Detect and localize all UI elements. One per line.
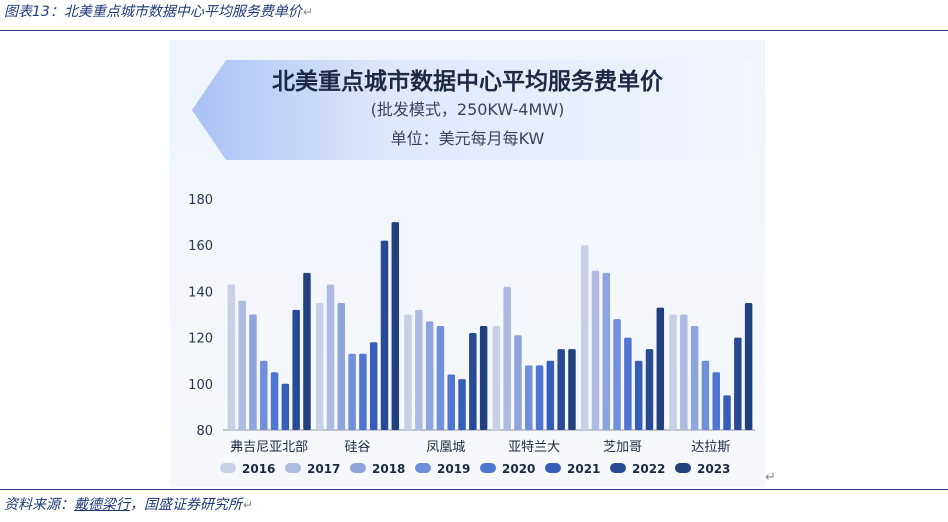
bar bbox=[359, 353, 367, 430]
legend-swatch bbox=[545, 463, 561, 473]
bar bbox=[645, 349, 654, 430]
bar bbox=[712, 372, 720, 430]
source-prefix: 资料来源： bbox=[4, 497, 74, 513]
legend-label: 2022 bbox=[632, 462, 665, 476]
bar bbox=[557, 349, 565, 430]
bar bbox=[591, 270, 600, 430]
bar bbox=[326, 284, 335, 430]
return-mark-panel: ↵ bbox=[765, 470, 776, 485]
legend-label: 2021 bbox=[567, 462, 600, 476]
legend-label: 2017 bbox=[307, 462, 340, 476]
y-tick-label: 120 bbox=[188, 332, 213, 347]
bar bbox=[690, 326, 699, 430]
legend-swatch bbox=[220, 463, 236, 473]
source-note: 资料来源：戴德梁行，国盛证券研究所↵ bbox=[4, 494, 253, 514]
bar bbox=[270, 372, 279, 430]
figure-caption: 图表13：北美重点城市数据中心平均服务费单价↵ bbox=[4, 1, 313, 21]
bar bbox=[249, 314, 257, 430]
legend-label: 2018 bbox=[372, 462, 405, 476]
bar bbox=[479, 326, 488, 430]
bottom-rule bbox=[0, 489, 948, 490]
bar bbox=[723, 395, 731, 430]
legend-swatch bbox=[610, 463, 626, 473]
bar bbox=[701, 360, 710, 430]
x-tick-label: 芝加哥 bbox=[603, 439, 642, 455]
bar bbox=[634, 360, 643, 430]
legend-label: 2019 bbox=[437, 462, 470, 476]
bar bbox=[525, 365, 533, 430]
bar bbox=[680, 314, 688, 430]
bar bbox=[281, 383, 290, 430]
figure-caption-text: 图表13：北美重点城市数据中心平均服务费单价 bbox=[4, 4, 302, 20]
legend-label: 2016 bbox=[242, 462, 275, 476]
y-tick-label: 160 bbox=[188, 239, 213, 254]
legend-label: 2023 bbox=[697, 462, 730, 476]
y-tick-label: 80 bbox=[196, 424, 213, 439]
bar bbox=[337, 302, 346, 430]
bar bbox=[404, 314, 412, 430]
bar bbox=[744, 302, 753, 430]
bar bbox=[238, 300, 246, 430]
source-link[interactable]: 戴德梁行 bbox=[74, 497, 130, 513]
bar bbox=[624, 337, 632, 430]
bar bbox=[380, 240, 389, 430]
bar bbox=[436, 326, 445, 430]
x-tick-label: 亚特兰大 bbox=[508, 440, 560, 455]
bar bbox=[734, 337, 742, 430]
title-banner bbox=[192, 60, 752, 160]
return-mark: ↵ bbox=[302, 5, 313, 19]
bar-chart: 80 100 120 140 160 180 弗吉尼亚北部 硅谷 凤凰城 亚特兰大 芝加哥 达拉斯 20… bbox=[188, 193, 755, 476]
bar bbox=[535, 365, 544, 430]
bar bbox=[369, 342, 378, 430]
bar bbox=[415, 309, 423, 430]
bar bbox=[568, 349, 576, 430]
bar bbox=[546, 360, 555, 430]
bar bbox=[447, 374, 455, 430]
chart-title: 北美重点城市数据中心平均服务费单价 bbox=[272, 69, 663, 95]
bar bbox=[602, 272, 611, 430]
bar bbox=[656, 307, 665, 430]
legend-label: 2020 bbox=[502, 462, 535, 476]
bar bbox=[292, 309, 300, 430]
legend-swatch bbox=[675, 463, 691, 473]
bar bbox=[492, 326, 501, 430]
legend-swatch bbox=[285, 463, 301, 473]
return-mark-source: ↵ bbox=[243, 498, 254, 512]
bar bbox=[391, 222, 400, 430]
chart-panel: 北美重点城市数据中心平均服务费单价 (批发模式，250KW-4MW) 单位：美元… bbox=[170, 40, 765, 487]
bar bbox=[425, 321, 434, 430]
legend-swatch bbox=[480, 463, 496, 473]
bar bbox=[227, 284, 236, 430]
bar bbox=[669, 314, 677, 430]
legend-swatch bbox=[415, 463, 431, 473]
chart-subtitle: (批发模式，250KW-4MW) bbox=[370, 100, 565, 119]
source-suffix: ，国盛证券研究所 bbox=[130, 497, 242, 513]
x-tick-label: 凤凰城 bbox=[426, 440, 465, 455]
y-tick-label: 180 bbox=[188, 193, 213, 208]
bar bbox=[613, 319, 621, 430]
bar bbox=[514, 335, 522, 430]
chart-unit: 单位：美元每月每KW bbox=[390, 129, 545, 148]
x-tick-label: 弗吉尼亚北部 bbox=[230, 440, 308, 455]
bar bbox=[469, 332, 477, 430]
bar bbox=[503, 286, 511, 430]
y-tick-label: 140 bbox=[188, 285, 213, 300]
bar bbox=[580, 245, 589, 430]
bar bbox=[260, 360, 268, 430]
legend-swatch bbox=[350, 463, 366, 473]
y-tick-label: 100 bbox=[188, 378, 213, 393]
x-tick-label: 硅谷 bbox=[344, 440, 370, 455]
bar bbox=[303, 272, 311, 430]
bar bbox=[315, 302, 324, 430]
bar bbox=[458, 379, 466, 430]
bar bbox=[348, 353, 356, 430]
top-rule bbox=[0, 30, 948, 31]
x-tick-label: 达拉斯 bbox=[691, 440, 730, 455]
